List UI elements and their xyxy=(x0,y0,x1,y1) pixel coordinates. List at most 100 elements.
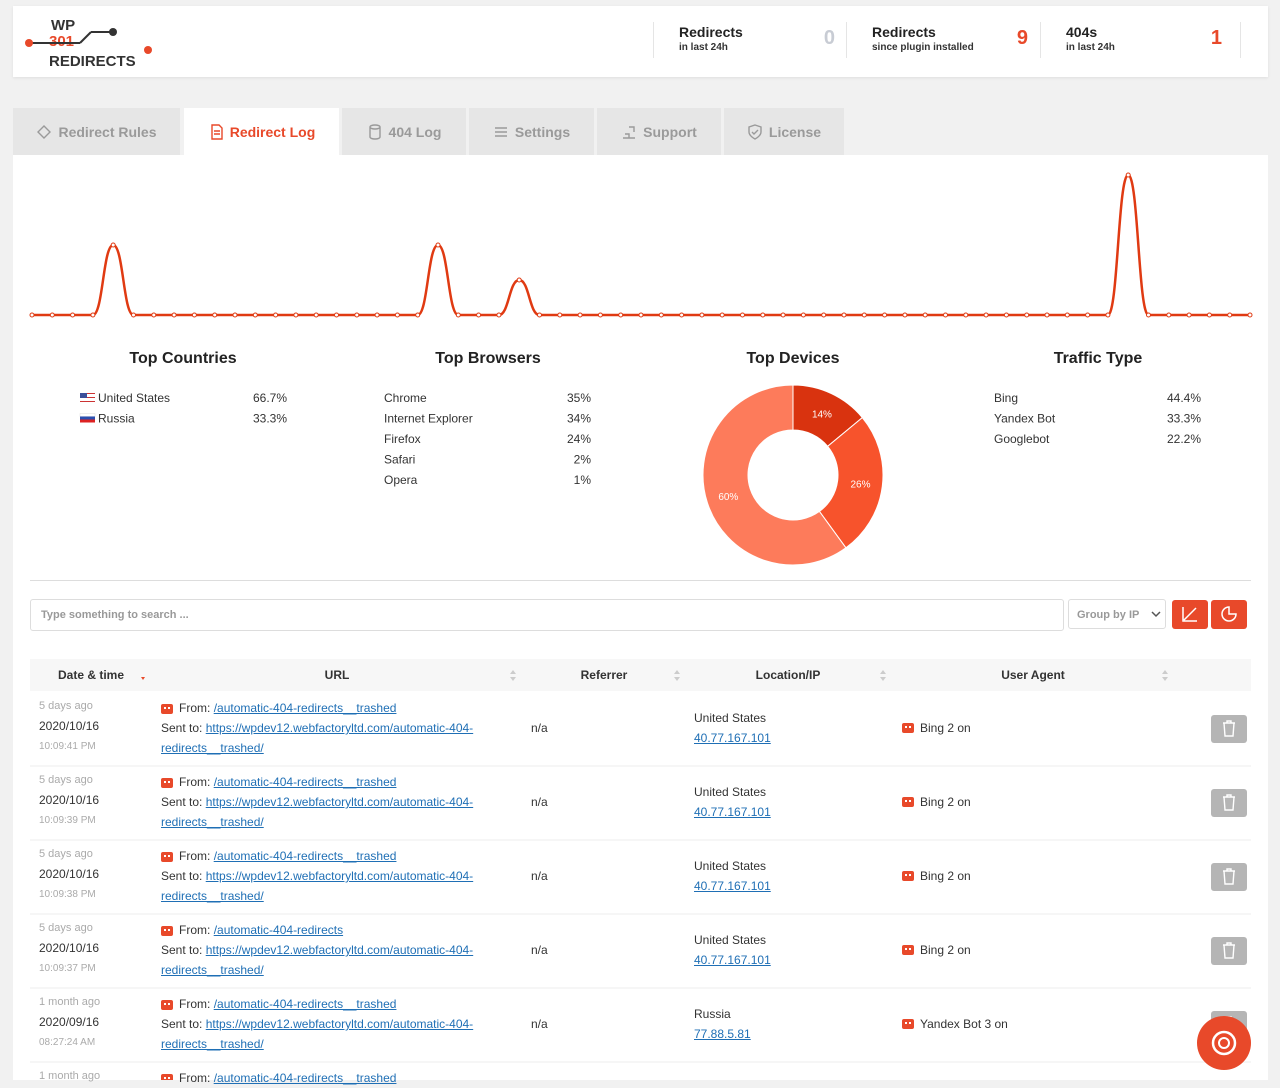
icon xyxy=(1223,868,1235,885)
delete-button[interactable] xyxy=(1211,789,1247,817)
robot-icon xyxy=(902,797,914,807)
traffic-point xyxy=(902,312,908,318)
traffic-point xyxy=(821,312,827,318)
referrer: n/a xyxy=(531,943,548,957)
traffic-point xyxy=(1003,312,1009,318)
ip-link[interactable]: 40.77.167.101 xyxy=(694,731,771,745)
tab-label: License xyxy=(768,123,822,140)
ip-link[interactable]: 40.77.167.101 xyxy=(694,805,771,819)
robot-icon xyxy=(909,726,911,728)
stat-value: 0 xyxy=(823,27,835,49)
stat-label: Redirects xyxy=(872,24,936,40)
sort-icon xyxy=(674,670,680,681)
time-ago: 1 month ago xyxy=(39,996,101,1008)
tab[interactable]: License xyxy=(724,108,844,155)
from-link[interactable]: /automatic-404-redirects__trashed xyxy=(213,997,397,1011)
robot-icon xyxy=(161,778,173,788)
ip-link[interactable]: 40.77.167.101 xyxy=(694,953,771,967)
search-input[interactable]: Type something to search ... xyxy=(30,599,1064,631)
flag xyxy=(80,416,95,420)
pie-slice xyxy=(702,384,847,566)
sent-link[interactable]: https://wpdev12.webfactoryltd.com/automa… xyxy=(161,943,474,977)
robot-icon xyxy=(168,781,170,783)
stats-name: Internet Explorer xyxy=(384,412,473,426)
stats-name: Opera xyxy=(384,473,418,487)
ip-link[interactable]: 77.88.5.81 xyxy=(694,1027,751,1041)
column-header: Referrer xyxy=(581,668,628,682)
traffic-point xyxy=(435,242,441,248)
tab-icon xyxy=(368,123,381,140)
tab[interactable]: Redirect Rules xyxy=(13,108,180,155)
robot-icon xyxy=(168,707,170,709)
stats-value: 1% xyxy=(574,473,592,487)
stat-sublabel: since plugin installed xyxy=(872,42,974,53)
traffic-point xyxy=(658,312,664,318)
sent-link[interactable]: https://wpdev12.webfactoryltd.com/automa… xyxy=(161,1017,474,1051)
url-cell: From: /automatic-404-redirects Sent to: h… xyxy=(161,920,506,980)
icon xyxy=(1223,720,1235,737)
traffic-point xyxy=(90,312,96,318)
stat-divider xyxy=(846,22,847,58)
traffic-point xyxy=(922,312,928,318)
from-link[interactable]: /automatic-404-redirects xyxy=(213,923,344,937)
traffic-point xyxy=(476,312,482,318)
url-cell: From: /automatic-404-redirects__trashed S… xyxy=(161,994,506,1054)
robot-icon xyxy=(164,855,166,857)
time: 10:09:41 PM xyxy=(39,741,96,752)
traffic-point xyxy=(496,312,502,318)
stat-label: 404s xyxy=(1066,24,1098,40)
traffic-point xyxy=(49,312,55,318)
pie-label: 14% xyxy=(812,409,832,420)
sent-label: Sent to: xyxy=(161,869,203,883)
sent-link[interactable]: https://wpdev12.webfactoryltd.com/automa… xyxy=(161,721,474,755)
traffic-point xyxy=(638,312,644,318)
from-link[interactable]: /automatic-404-redirects__trashed xyxy=(213,1071,397,1085)
stats-name: Firefox xyxy=(384,432,421,446)
traffic-point xyxy=(1125,172,1131,178)
column-header: URL xyxy=(325,668,350,682)
stat-value: 9 xyxy=(1016,27,1028,49)
url-cell: From: /automatic-404-redirects__trashed S… xyxy=(161,698,506,758)
traffic-point xyxy=(882,312,888,318)
stat-label: Redirects xyxy=(679,24,743,40)
robot-icon xyxy=(902,945,914,955)
time-ago: 5 days ago xyxy=(39,848,93,860)
stat-divider xyxy=(1240,22,1241,58)
traffic-point xyxy=(415,312,421,318)
from-label: From: xyxy=(179,849,211,863)
pie-slice xyxy=(818,416,884,549)
traffic-point xyxy=(455,312,461,318)
traffic-point xyxy=(171,312,177,318)
traffic-point xyxy=(679,312,685,318)
delete-button[interactable] xyxy=(1211,937,1247,965)
time-ago: 5 days ago xyxy=(39,922,93,934)
traffic-point xyxy=(374,312,380,318)
referrer: n/a xyxy=(531,869,548,883)
from-link[interactable]: /automatic-404-redirects__trashed xyxy=(213,775,397,789)
from-link[interactable]: /automatic-404-redirects__trashed xyxy=(213,701,397,715)
tab-icon xyxy=(623,125,636,139)
delete-button[interactable] xyxy=(1211,863,1247,891)
delete-button[interactable] xyxy=(1211,715,1247,743)
stats-value: 24% xyxy=(567,432,591,446)
tab[interactable]: Redirect Log xyxy=(184,108,339,155)
traffic-point xyxy=(760,312,766,318)
sent-link[interactable]: https://wpdev12.webfactoryltd.com/automa… xyxy=(161,795,474,829)
from-label: From: xyxy=(179,997,211,1011)
tab[interactable]: 404 Log xyxy=(342,108,466,155)
tab[interactable]: Support xyxy=(597,108,721,155)
traffic-point xyxy=(1146,312,1151,318)
from-link[interactable]: /automatic-404-redirects__trashed xyxy=(213,849,397,863)
sent-label: Sent to: xyxy=(161,1017,203,1031)
group-select[interactable]: Group by IP xyxy=(1068,599,1166,629)
stats-value: 33.3% xyxy=(253,412,287,426)
help-button[interactable] xyxy=(1197,1016,1251,1070)
robot-icon xyxy=(168,929,170,931)
sent-link[interactable]: https://wpdev12.webfactoryltd.com/automa… xyxy=(161,869,474,903)
tab[interactable]: Settings xyxy=(469,108,594,155)
traffic-point xyxy=(293,312,299,318)
sort-icon xyxy=(141,677,145,680)
ip-link[interactable]: 40.77.167.101 xyxy=(694,879,771,893)
time-ago: 5 days ago xyxy=(39,700,93,712)
robot-icon xyxy=(161,852,173,862)
